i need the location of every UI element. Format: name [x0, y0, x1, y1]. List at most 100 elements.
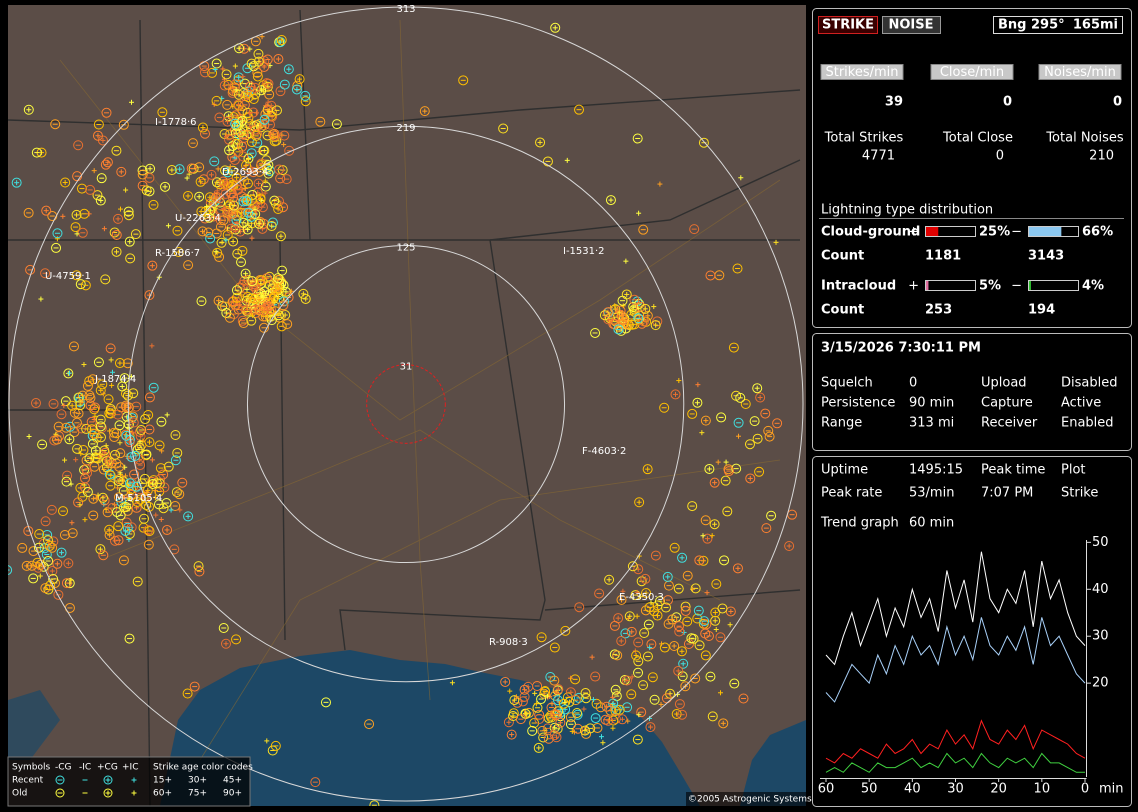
strike-symbol — [211, 58, 222, 69]
strike-symbol — [259, 34, 265, 40]
strike-circle — [705, 671, 716, 682]
strike-symbol — [198, 174, 209, 185]
strike-circle — [630, 590, 641, 601]
strike-circle — [61, 422, 72, 433]
strike-symbol — [273, 54, 284, 65]
strike-circle — [580, 688, 591, 699]
strike-circle — [722, 506, 733, 517]
strike-symbol — [612, 303, 618, 309]
x-tick-label: 40 — [904, 782, 921, 797]
noise-button[interactable] — [882, 16, 941, 34]
strike-circle — [198, 174, 209, 185]
strike-symbol — [535, 137, 546, 148]
strike-symbol — [219, 301, 230, 312]
strike-symbol — [674, 699, 685, 710]
strike-circle — [87, 374, 98, 385]
strike-symbol — [244, 124, 250, 130]
strike-symbol — [30, 398, 41, 409]
strike-symbol — [70, 222, 81, 233]
strike-symbol — [165, 223, 171, 229]
strike-circle — [552, 695, 563, 706]
strike-circle — [626, 626, 637, 637]
strike-symbol — [638, 680, 649, 691]
strike-button[interactable] — [818, 16, 878, 34]
strike-circle — [633, 637, 644, 648]
strike-symbol — [507, 688, 513, 694]
strike-circle — [111, 507, 122, 518]
strike-symbol — [694, 640, 705, 651]
clock-field: 90 min — [909, 396, 954, 411]
strike-symbol — [82, 517, 88, 523]
strike-symbol — [213, 206, 219, 212]
range-ring-label: 219 — [396, 123, 415, 134]
strike-symbol — [105, 343, 116, 354]
strike-symbol — [124, 437, 135, 448]
strike-circle — [33, 562, 44, 573]
strike-circle — [238, 318, 249, 329]
strike-symbol — [104, 469, 115, 480]
strike-symbol — [118, 555, 129, 566]
strike-circle — [215, 204, 226, 215]
strike-symbol — [711, 579, 722, 590]
strike-symbol — [644, 602, 655, 613]
strike-circle — [258, 322, 269, 333]
strike-symbol — [620, 303, 626, 309]
strike-circle — [212, 247, 223, 258]
strike-symbol — [572, 723, 583, 734]
strike-circle — [677, 709, 688, 720]
strike-circle — [99, 495, 110, 506]
strike-circle — [82, 487, 93, 498]
strike-symbol — [702, 533, 713, 544]
strike-circle — [673, 621, 684, 632]
strike-symbol — [659, 642, 670, 653]
strike-circle — [687, 501, 698, 512]
strike-circle — [157, 107, 168, 118]
strike-symbol — [134, 442, 145, 453]
strike-symbol — [132, 576, 143, 587]
strike-circle — [269, 291, 280, 302]
strike-symbol — [555, 717, 566, 728]
strike-symbol — [95, 385, 106, 396]
strike-circle — [132, 444, 143, 455]
strike-symbol — [699, 430, 705, 436]
strike-symbol — [640, 573, 651, 584]
strike-symbol — [43, 556, 54, 567]
strike-symbol — [144, 172, 155, 183]
strike-symbol — [671, 709, 682, 720]
strike-circle — [130, 229, 141, 240]
strike-symbol — [772, 418, 783, 429]
strike-symbol — [74, 231, 80, 237]
strike-circle — [745, 473, 756, 484]
strike-symbol — [610, 725, 616, 731]
strike-button-label[interactable]: STRIKE — [822, 18, 874, 33]
strike-symbol — [249, 124, 260, 135]
strike-circle — [40, 583, 51, 594]
strike-circle — [211, 95, 222, 106]
strike-symbol — [600, 740, 606, 746]
strike-circle — [90, 402, 101, 413]
strike-symbol — [163, 461, 174, 472]
strike-symbol — [189, 681, 200, 692]
strike-symbol — [573, 692, 584, 703]
legend-row-label: Old — [12, 789, 27, 799]
strike-symbol — [698, 137, 709, 148]
strike-circle — [174, 489, 185, 500]
strike-symbol — [47, 566, 58, 577]
strike-circle — [646, 639, 657, 650]
strike-symbol — [247, 276, 258, 287]
strike-symbol — [228, 192, 239, 203]
strike-circle — [115, 448, 126, 459]
strike-circle — [599, 310, 610, 321]
strike-symbol — [37, 439, 48, 450]
strike-circle — [242, 291, 253, 302]
strike-symbol — [580, 688, 591, 699]
strike-symbol — [700, 515, 711, 526]
strike-symbol — [84, 390, 95, 401]
strike-symbol — [26, 433, 32, 439]
noise-button-label[interactable]: NOISE — [888, 18, 933, 33]
strike-circle — [59, 529, 70, 540]
strike-symbol — [659, 402, 670, 413]
strike-circle — [96, 422, 107, 433]
strike-circle — [269, 130, 280, 141]
strike-circle — [71, 209, 82, 220]
